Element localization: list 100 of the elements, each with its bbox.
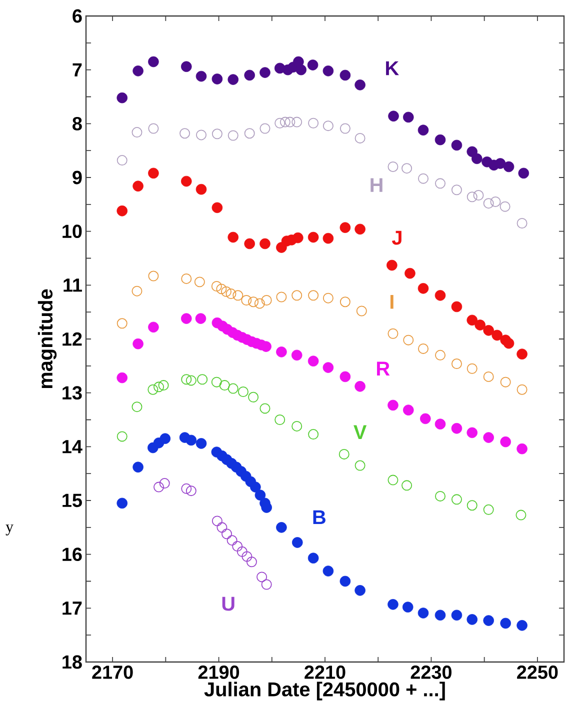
point — [500, 618, 511, 629]
point — [220, 286, 232, 297]
point — [274, 118, 286, 128]
point — [492, 330, 502, 341]
point — [418, 283, 429, 294]
point — [354, 224, 366, 235]
point — [180, 61, 192, 72]
x-tick-label: 2170 — [92, 666, 133, 679]
point — [261, 502, 272, 513]
point — [292, 290, 302, 301]
point — [451, 494, 462, 505]
point — [241, 294, 252, 306]
point — [466, 363, 478, 374]
point — [516, 218, 528, 229]
point — [292, 420, 302, 432]
point — [292, 537, 303, 548]
point — [451, 422, 462, 434]
point — [500, 201, 510, 212]
y-tick-label: 18 — [62, 655, 82, 669]
point — [451, 140, 462, 151]
point — [212, 516, 222, 526]
point — [340, 123, 350, 134]
point — [226, 288, 236, 300]
point — [132, 66, 144, 76]
point — [212, 128, 222, 140]
point — [402, 480, 412, 491]
point — [276, 346, 287, 358]
point — [516, 348, 528, 360]
point — [308, 290, 319, 301]
point — [196, 184, 207, 195]
point — [388, 110, 399, 122]
point — [244, 238, 255, 250]
point — [244, 70, 255, 81]
point — [232, 290, 244, 301]
point — [388, 400, 398, 411]
y-tick-label: 6 — [72, 9, 82, 23]
point — [434, 418, 446, 430]
point — [340, 371, 351, 382]
y-tick-label: 7 — [72, 63, 82, 76]
point — [388, 599, 398, 610]
point — [186, 375, 196, 386]
point — [219, 380, 230, 391]
point — [472, 153, 482, 164]
point — [228, 232, 239, 243]
point — [216, 284, 227, 294]
y-tick-label: 9 — [72, 170, 82, 184]
point — [196, 438, 207, 449]
point — [180, 313, 192, 324]
point — [356, 306, 367, 316]
series-label: J — [392, 230, 402, 245]
point — [451, 301, 462, 312]
point — [322, 362, 334, 373]
point — [244, 128, 255, 139]
point — [132, 180, 144, 192]
point — [221, 528, 232, 540]
point — [195, 313, 206, 324]
point — [159, 478, 170, 489]
point — [158, 380, 169, 391]
point — [516, 443, 528, 454]
point — [284, 116, 296, 128]
point — [434, 134, 446, 146]
point — [354, 380, 366, 392]
point — [483, 198, 494, 209]
point — [483, 504, 494, 515]
point — [181, 374, 192, 385]
point — [494, 158, 506, 169]
point — [116, 318, 128, 329]
point — [160, 433, 171, 444]
point — [516, 510, 526, 520]
point — [186, 486, 196, 496]
point — [322, 66, 334, 76]
point — [516, 384, 528, 395]
point — [451, 184, 462, 196]
point — [516, 620, 528, 631]
point — [466, 500, 478, 511]
series-label: H — [370, 178, 382, 192]
point — [116, 372, 128, 384]
series-label: V — [354, 425, 367, 439]
y-tick-label: 10 — [62, 224, 82, 238]
point — [148, 123, 159, 134]
point — [500, 436, 511, 448]
series-label: I — [390, 295, 394, 309]
x-tick-label: 2230 — [410, 666, 452, 679]
y-tick-label: 8 — [72, 116, 82, 130]
point — [216, 522, 228, 533]
point — [473, 190, 484, 201]
x-tick-label: 2250 — [517, 666, 558, 679]
point — [260, 67, 270, 78]
point — [466, 314, 478, 326]
point — [388, 328, 398, 339]
point — [246, 556, 257, 568]
point — [420, 413, 431, 424]
point — [154, 382, 164, 392]
point — [451, 358, 462, 370]
series-label: R — [377, 362, 390, 376]
point — [292, 116, 302, 128]
point — [116, 92, 128, 104]
point — [340, 70, 351, 81]
point — [418, 173, 429, 184]
point — [388, 474, 398, 486]
